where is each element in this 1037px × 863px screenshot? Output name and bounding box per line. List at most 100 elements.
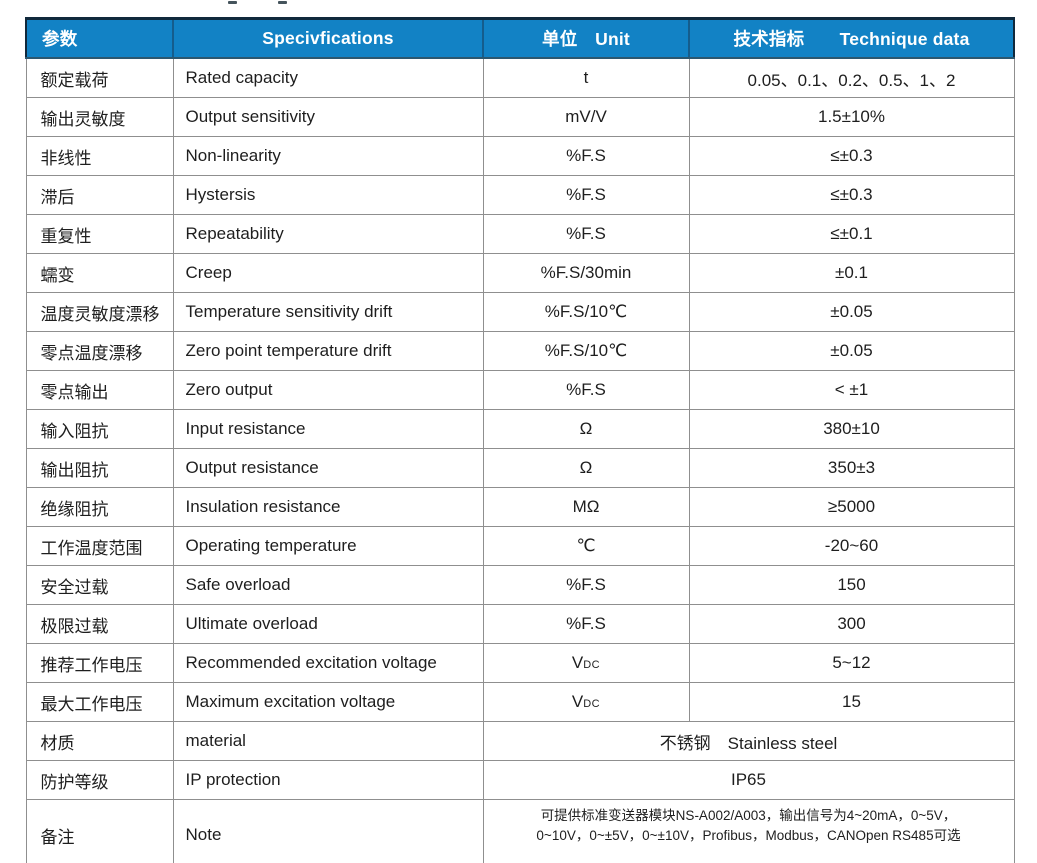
unit-cell: %F.S/10℃ xyxy=(482,292,690,332)
param-cn-cell: 温度灵敏度漂移 xyxy=(25,292,174,332)
unit-cell: %F.S xyxy=(482,565,690,605)
unit-cell: VDC xyxy=(482,643,690,683)
value-cell: ±0.05 xyxy=(688,292,1015,332)
table-row: 滞后 Hystersis %F.S ≤±0.3 xyxy=(25,175,1015,215)
param-en-cell: Rated capacity xyxy=(172,57,484,98)
table-row: 材质 material 不锈钢 Stainless steel xyxy=(25,721,1015,761)
table-row: 防护等级 IP protection IP65 xyxy=(25,760,1015,800)
param-en-cell: Temperature sensitivity drift xyxy=(172,292,484,332)
param-cn-cell: 额定载荷 xyxy=(25,57,174,98)
value-cell: 15 xyxy=(688,682,1015,722)
table-row: 非线性 Non-linearity %F.S ≤±0.3 xyxy=(25,136,1015,176)
table-row: 零点输出 Zero output %F.S < ±1 xyxy=(25,370,1015,410)
param-en-cell: Insulation resistance xyxy=(172,487,484,527)
unit-cell: VDC xyxy=(482,682,690,722)
param-en-cell: Repeatability xyxy=(172,214,484,254)
param-cn-cell: 滞后 xyxy=(25,175,174,215)
param-cn-cell: 输出灵敏度 xyxy=(25,97,174,137)
param-en-cell: IP protection xyxy=(172,760,484,800)
param-cn-cell: 推荐工作电压 xyxy=(25,643,174,683)
value-cell: 150 xyxy=(688,565,1015,605)
param-en-cell: Zero point temperature drift xyxy=(172,331,484,371)
param-cn-cell: 防护等级 xyxy=(25,760,174,800)
unit-cell: ℃ xyxy=(482,526,690,566)
param-en-cell: Operating temperature xyxy=(172,526,484,566)
param-cn-cell: 蠕变 xyxy=(25,253,174,293)
param-en-cell: Ultimate overload xyxy=(172,604,484,644)
table-row: 重复性 Repeatability %F.S ≤±0.1 xyxy=(25,214,1015,254)
merged-value-cell: IP65 xyxy=(482,760,1015,800)
param-en-cell: Output sensitivity xyxy=(172,97,484,137)
value-cell: 5~12 xyxy=(688,643,1015,683)
param-cn-cell: 重复性 xyxy=(25,214,174,254)
col-header-specifications: Specivfications xyxy=(172,17,483,59)
table-row: 推荐工作电压 Recommended excitation voltage VDC 5… xyxy=(25,643,1015,683)
param-cn-cell: 极限过载 xyxy=(25,604,174,644)
unit-cell: %F.S xyxy=(482,604,690,644)
table-row: 极限过载 Ultimate overload %F.S 300 xyxy=(25,604,1015,644)
unit-cell: t xyxy=(482,57,690,98)
param-en-cell: Maximum excitation voltage xyxy=(172,682,484,722)
unit-cell: %F.S xyxy=(482,175,690,215)
unit-cell: %F.S xyxy=(482,214,690,254)
merged-value-cell: 不锈钢 Stainless steel xyxy=(482,721,1015,761)
value-cell: ≤±0.3 xyxy=(688,136,1015,176)
value-cell: ≤±0.1 xyxy=(688,214,1015,254)
unit-main: V xyxy=(571,653,584,672)
param-cn-cell: 安全过载 xyxy=(25,565,174,605)
table-row: 工作温度范围 Operating temperature ℃ -20~60 xyxy=(25,526,1015,566)
param-cn-cell: 材质 xyxy=(25,721,174,761)
param-cn-cell: 最大工作电压 xyxy=(25,682,174,722)
value-cell: ≤±0.3 xyxy=(688,175,1015,215)
table-row: 安全过载 Safe overload %F.S 150 xyxy=(25,565,1015,605)
table-header-row: 参数 Specivfications 单位 Unit 技术指标 Technique d… xyxy=(25,17,1015,59)
param-cn-cell: 零点输出 xyxy=(25,370,174,410)
param-en-cell: Safe overload xyxy=(172,565,484,605)
spec-table-body: 额定载荷 Rated capacity t 0.05、0.1、0.2、0.5、1、2 输… xyxy=(25,57,1015,863)
spec-sheet: 参数 Specivfications 单位 Unit 技术指标 Technique d… xyxy=(25,17,1015,863)
value-cell: 350±3 xyxy=(688,448,1015,488)
param-cn-cell: 零点温度漂移 xyxy=(25,331,174,371)
note-line: 0~10V，0~±5V，0~±10V，Profibus，Modbus，CANOp… xyxy=(536,828,961,844)
unit-cell: Ω xyxy=(482,409,690,449)
param-cn-cell: 输出阻抗 xyxy=(25,448,174,488)
value-cell: 300 xyxy=(688,604,1015,644)
value-cell: -20~60 xyxy=(688,526,1015,566)
param-cn-cell: 绝缘阻抗 xyxy=(25,487,174,527)
table-row: 零点温度漂移 Zero point temperature drift %F.S/1… xyxy=(25,331,1015,371)
unit-subscript: DC xyxy=(583,698,601,710)
unit-cell: mV/V xyxy=(482,97,690,137)
value-cell: 380±10 xyxy=(688,409,1015,449)
param-en-cell: Creep xyxy=(172,253,484,293)
table-row: 温度灵敏度漂移 Temperature sensitivity drift %F.S… xyxy=(25,292,1015,332)
table-row: 额定载荷 Rated capacity t 0.05、0.1、0.2、0.5、1、2 xyxy=(25,57,1015,98)
unit-cell: Ω xyxy=(482,448,690,488)
unit-subscript: DC xyxy=(583,659,601,671)
param-cn-cell: 非线性 xyxy=(25,136,174,176)
unit-cell: %F.S xyxy=(482,370,690,410)
param-en-cell: Recommended excitation voltage xyxy=(172,643,484,683)
param-cn-cell: 备注 xyxy=(25,799,174,863)
unit-cell: %F.S xyxy=(482,136,690,176)
cropped-text-artifact xyxy=(278,1,287,4)
note-value-cell: 可提供标准变送器模块NS-A002/A003，输出信号为4~20mA，0~5V，… xyxy=(482,799,1015,863)
param-cn-cell: 输入阻抗 xyxy=(25,409,174,449)
spec-table: 参数 Specivfications 单位 Unit 技术指标 Technique d… xyxy=(25,17,1015,863)
col-header-unit: 单位 Unit xyxy=(482,17,689,59)
value-cell: 0.05、0.1、0.2、0.5、1、2 xyxy=(688,57,1015,98)
table-row: 绝缘阻抗 Insulation resistance MΩ ≥5000 xyxy=(25,487,1015,527)
param-en-cell: Output resistance xyxy=(172,448,484,488)
param-en-cell: material xyxy=(172,721,484,761)
unit-cell: MΩ xyxy=(482,487,690,527)
table-row: 蠕变 Creep %F.S/30min ±0.1 xyxy=(25,253,1015,293)
col-header-technique-data: 技术指标 Technique data xyxy=(688,17,1015,59)
table-row: 输入阻抗 Input resistance Ω 380±10 xyxy=(25,409,1015,449)
param-en-cell: Zero output xyxy=(172,370,484,410)
param-en-cell: Input resistance xyxy=(172,409,484,449)
value-cell: < ±1 xyxy=(688,370,1015,410)
table-row: 备注 Note 可提供标准变送器模块NS-A002/A003，输出信号为4~20mA… xyxy=(25,799,1015,863)
value-cell: 1.5±10% xyxy=(688,97,1015,137)
cropped-text-artifact xyxy=(228,1,237,4)
param-en-cell: Non-linearity xyxy=(172,136,484,176)
table-row: 最大工作电压 Maximum excitation voltage VDC 15 xyxy=(25,682,1015,722)
